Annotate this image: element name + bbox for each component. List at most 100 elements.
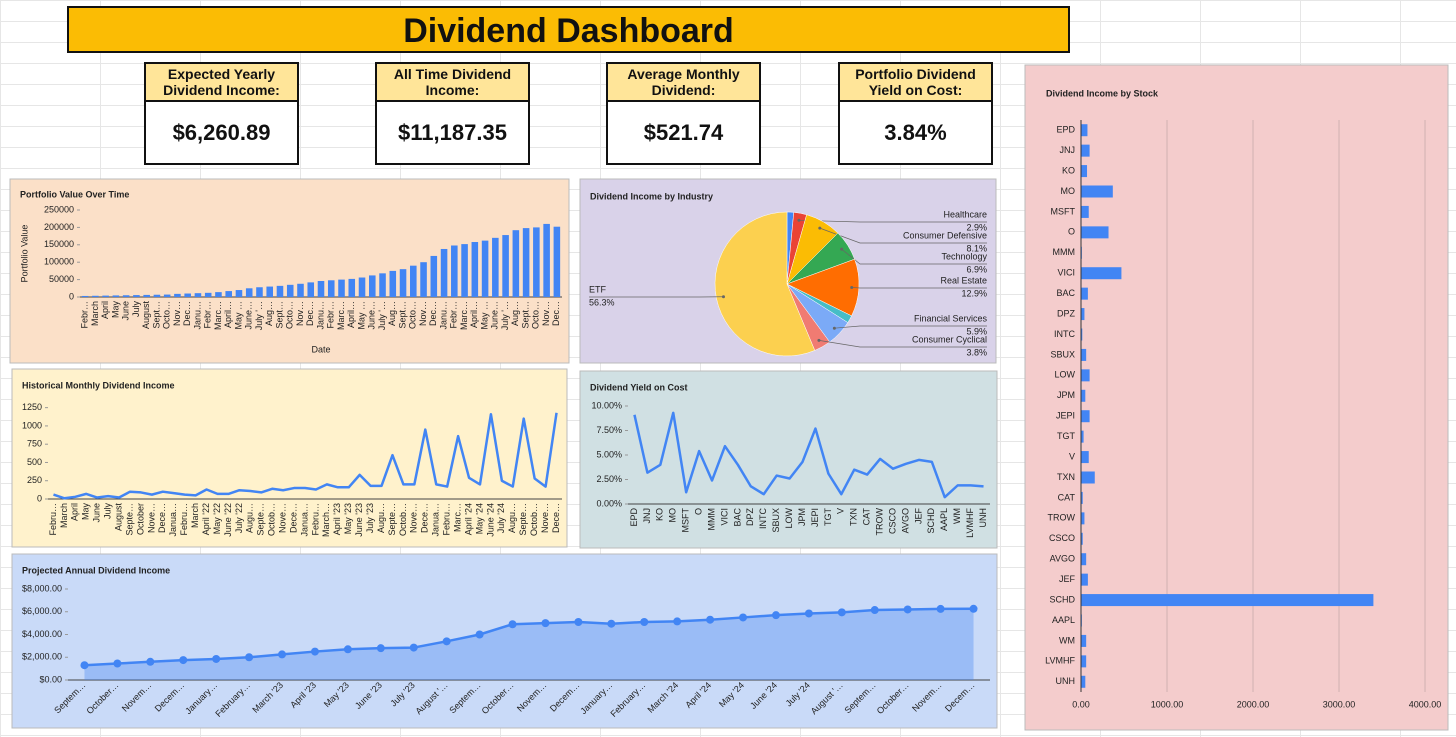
- x-tick-label: CAT: [862, 508, 872, 526]
- x-tick-label: April: [70, 503, 80, 521]
- marker: [541, 619, 550, 628]
- x-tick-label: TXN: [849, 508, 859, 526]
- kpi-card: All Time Dividend Income: $11,187.35: [375, 62, 530, 165]
- bar: [1081, 267, 1122, 280]
- slice-label: Consumer Cyclical: [912, 334, 987, 344]
- marker: [475, 630, 484, 639]
- y-tick-label: 5.00%: [596, 449, 622, 459]
- x-tick-label: July '…: [500, 301, 510, 330]
- x-tick-label: April…: [346, 301, 356, 328]
- bar: [204, 292, 212, 297]
- x-tick-label: May …: [356, 301, 366, 330]
- bar: [1081, 226, 1109, 239]
- marker: [640, 617, 649, 626]
- kpi-label: Average Monthly Dividend:: [608, 64, 759, 102]
- y-tick-label: 0: [69, 291, 74, 301]
- x-tick-label: 2000.00: [1237, 699, 1270, 709]
- x-tick-label: Febr…: [203, 301, 213, 329]
- bar: [297, 283, 304, 297]
- marker: [442, 637, 451, 646]
- leader-line: [819, 227, 987, 244]
- marker: [146, 657, 155, 666]
- x-tick-label: July '…: [254, 301, 264, 330]
- x-tick-label: JPM: [797, 508, 807, 526]
- bar: [502, 235, 509, 297]
- x-tick-label: AVGO: [900, 508, 910, 533]
- bar: [1081, 451, 1089, 464]
- y-tick-label: SCHD: [1049, 594, 1075, 604]
- x-tick-label: May: [81, 503, 91, 521]
- x-tick-label: August: [113, 503, 123, 532]
- leader-line: [851, 287, 987, 289]
- x-tick-label: Octo…: [162, 301, 172, 329]
- bar: [92, 295, 99, 297]
- leader-dot: [817, 338, 821, 342]
- bar: [307, 282, 315, 297]
- bar: [522, 228, 530, 297]
- x-tick-label: Febru…: [442, 503, 452, 536]
- y-tick-label: JNJ: [1060, 145, 1076, 155]
- bar: [1081, 430, 1084, 443]
- x-tick-label: SBUX: [771, 508, 781, 533]
- marker: [508, 620, 517, 629]
- marker: [212, 654, 221, 663]
- x-tick-label: 4000.00: [1409, 699, 1442, 709]
- y-tick-label: UNH: [1056, 676, 1076, 686]
- slice-value-label: 2.9%: [966, 222, 987, 232]
- x-tick-label: Augu…: [507, 503, 517, 533]
- marker: [409, 643, 418, 652]
- leader-line: [834, 325, 987, 329]
- bar: [327, 280, 335, 297]
- x-tick-label: KO: [655, 508, 665, 521]
- bar: [81, 295, 89, 297]
- bar: [112, 295, 120, 297]
- x-tick-label: 0.00: [1072, 699, 1090, 709]
- x-tick-label: Febru…: [48, 503, 58, 536]
- marker: [804, 609, 813, 618]
- y-axis-label: Portfolio Value: [19, 225, 29, 283]
- x-tick-label: Febr…: [80, 301, 90, 329]
- bar: [266, 286, 274, 297]
- marker: [706, 615, 715, 624]
- x-tick-label: April '24: [463, 503, 473, 535]
- bar: [1081, 471, 1095, 484]
- bar: [492, 237, 499, 297]
- bar: [163, 294, 171, 297]
- x-tick-label: July '22: [234, 503, 244, 533]
- bar: [122, 295, 130, 297]
- x-tick-label: Septe…: [256, 503, 266, 536]
- chart-title: Historical Monthly Dividend Income: [22, 380, 175, 390]
- bar: [543, 223, 550, 297]
- x-tick-label: MMM: [706, 508, 716, 531]
- y-tick-label: VICI: [1057, 268, 1075, 278]
- bar: [194, 293, 202, 297]
- bar: [143, 294, 150, 297]
- x-tick-label: Aug…: [387, 301, 397, 326]
- bar: [256, 287, 263, 297]
- x-tick-label: JEF: [913, 508, 923, 525]
- x-tick-label: March…: [321, 503, 331, 537]
- y-tick-label: LVMHF: [1045, 656, 1075, 666]
- bar: [1081, 655, 1087, 668]
- x-tick-label: Octob…: [267, 503, 277, 536]
- y-tick-label: BAC: [1056, 288, 1075, 298]
- x-tick-label: Nov…: [541, 301, 551, 326]
- x-tick-label: Septe…: [124, 503, 134, 536]
- x-tick-label: Febr…: [449, 301, 459, 329]
- bar: [553, 226, 561, 297]
- y-tick-label: 100000: [44, 257, 74, 267]
- y-tick-label: 0.00%: [596, 498, 622, 508]
- x-tick-label: June…: [367, 301, 377, 330]
- y-tick-label: 2.50%: [596, 474, 622, 484]
- bar: [1081, 553, 1087, 566]
- chart-title: Dividend Income by Stock: [1046, 88, 1159, 98]
- leader-dot: [721, 295, 725, 299]
- x-axis-label: Date: [311, 344, 330, 354]
- x-tick-label: June '22: [223, 503, 233, 537]
- marker: [969, 604, 978, 613]
- bar: [102, 295, 109, 297]
- x-tick-label: 1000.00: [1151, 699, 1184, 709]
- x-tick-label: Janu…: [438, 301, 448, 330]
- x-tick-label: DPZ: [745, 507, 755, 526]
- bar: [410, 265, 417, 297]
